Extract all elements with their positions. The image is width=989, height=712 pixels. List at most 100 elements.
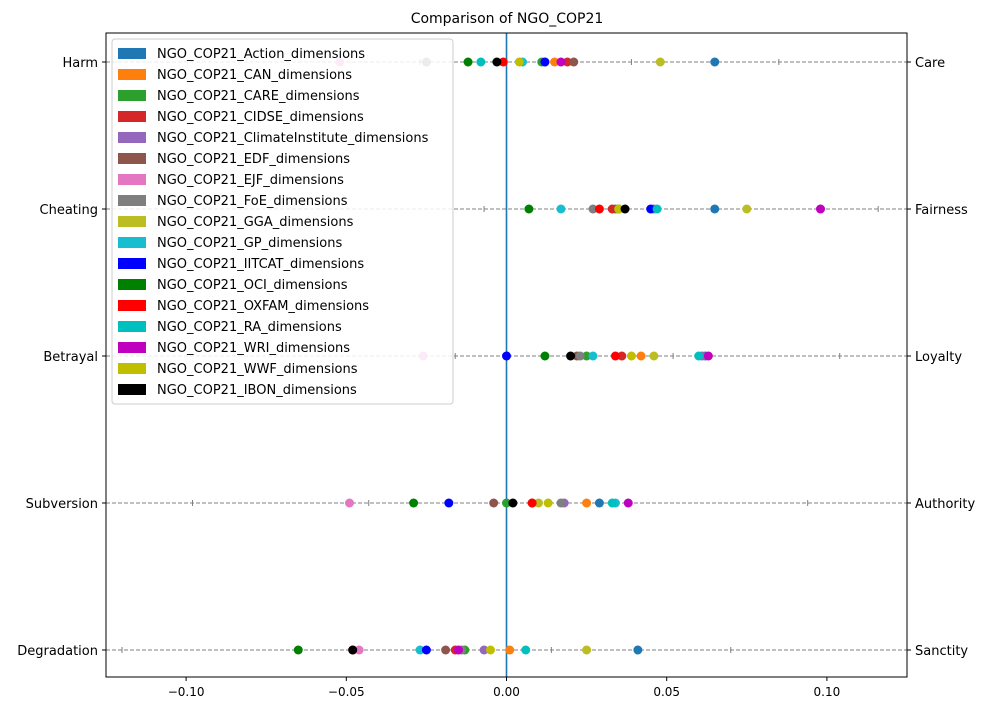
data-point [421, 645, 431, 655]
data-point [562, 57, 572, 67]
data-point [441, 645, 451, 655]
data-point [594, 204, 604, 214]
data-point [527, 498, 537, 508]
data-point [492, 57, 502, 67]
data-point [742, 204, 752, 214]
legend-swatch [118, 258, 146, 269]
legend-swatch [118, 111, 146, 122]
data-point [607, 498, 617, 508]
data-point [610, 351, 620, 361]
data-point [633, 645, 643, 655]
legend-label: NGO_COP21_GGA_dimensions [157, 215, 354, 230]
data-point [508, 498, 518, 508]
legend-label: NGO_COP21_ClimateInstitute_dimensions [157, 131, 429, 146]
legend-swatch [118, 384, 146, 395]
chart-title: Comparison of NGO_COP21 [411, 11, 604, 27]
legend-label: NGO_COP21_CARE_dimensions [157, 89, 360, 104]
legend-label: NGO_COP21_OXFAM_dimensions [157, 299, 369, 314]
data-point [521, 645, 531, 655]
dimension-label-right: Authority [915, 497, 975, 512]
legend-swatch [118, 237, 146, 248]
legend-swatch [118, 300, 146, 311]
legend-swatch [118, 363, 146, 374]
data-point [348, 645, 358, 655]
data-point [556, 57, 566, 67]
data-point [293, 645, 303, 655]
data-point [543, 498, 553, 508]
data-point [703, 351, 713, 361]
legend-label: NGO_COP21_EDF_dimensions [157, 152, 350, 167]
data-point [505, 645, 515, 655]
legend-label: NGO_COP21_WWF_dimensions [157, 362, 358, 377]
legend-label: NGO_COP21_EJF_dimensions [157, 173, 344, 188]
legend-swatch [118, 216, 146, 227]
data-point [444, 498, 454, 508]
dimension-label-left: Harm [62, 56, 98, 71]
x-tick-label: −0.10 [168, 685, 205, 699]
legend-swatch [118, 90, 146, 101]
data-point [569, 57, 579, 67]
data-point [623, 498, 633, 508]
data-point [345, 498, 355, 508]
data-point [489, 498, 499, 508]
dimension-label-right: Loyalty [915, 350, 962, 365]
data-point [502, 498, 511, 508]
legend-swatch [118, 321, 146, 332]
data-point [534, 498, 544, 508]
dimension-label-left: Degradation [17, 644, 98, 659]
data-point [614, 204, 624, 214]
data-point [514, 57, 524, 67]
data-point [582, 645, 592, 655]
data-point [594, 498, 604, 508]
data-point [540, 351, 550, 361]
data-point [498, 57, 508, 67]
legend-label: NGO_COP21_IITCAT_dimensions [157, 257, 364, 272]
data-point [463, 57, 473, 67]
data-point [524, 204, 534, 214]
plot-frame [105, 32, 908, 678]
dimension-label-left: Betrayal [43, 350, 98, 365]
x-tick-label: 0.10 [814, 685, 841, 699]
legend-swatch [118, 279, 146, 290]
data-point [575, 351, 585, 361]
data-point [636, 351, 646, 361]
legend-label: NGO_COP21_OCI_dimensions [157, 278, 348, 293]
legend-box [111, 38, 454, 405]
data-point [588, 351, 598, 361]
data-point [646, 204, 656, 214]
x-tick-label: 0.05 [653, 685, 680, 699]
legend-label: NGO_COP21_RA_dimensions [157, 320, 342, 335]
data-point [620, 204, 630, 214]
data-point [815, 204, 825, 214]
data-point [453, 645, 463, 655]
data-point [485, 645, 495, 655]
data-point [479, 645, 489, 655]
data-point [710, 57, 720, 67]
legend-swatch [118, 342, 146, 353]
data-point [502, 351, 511, 361]
legend-label: NGO_COP21_GP_dimensions [157, 236, 342, 251]
data-point [550, 57, 560, 67]
data-point [409, 498, 419, 508]
data-point [582, 351, 592, 361]
data-point [710, 204, 720, 214]
legend-label: NGO_COP21_Action_dimensions [157, 47, 365, 62]
legend: NGO_COP21_Action_dimensions NGO_COP21_CAN… [111, 38, 454, 405]
legend-swatch [118, 195, 146, 206]
data-point [556, 204, 566, 214]
x-tick-label: −0.05 [328, 685, 365, 699]
data-point [655, 57, 665, 67]
data-point [588, 204, 598, 214]
legend-swatch [118, 174, 146, 185]
legend-label: NGO_COP21_CAN_dimensions [157, 68, 352, 83]
data-point [694, 351, 704, 361]
legend-label: NGO_COP21_CIDSE_dimensions [157, 110, 364, 125]
data-point [652, 204, 662, 214]
legend-swatch [118, 69, 146, 80]
legend-swatch [118, 48, 146, 59]
dimension-label-right: Fairness [915, 203, 968, 218]
data-point [415, 645, 425, 655]
data-point [626, 351, 636, 361]
dimension-label-right: Care [915, 56, 945, 71]
